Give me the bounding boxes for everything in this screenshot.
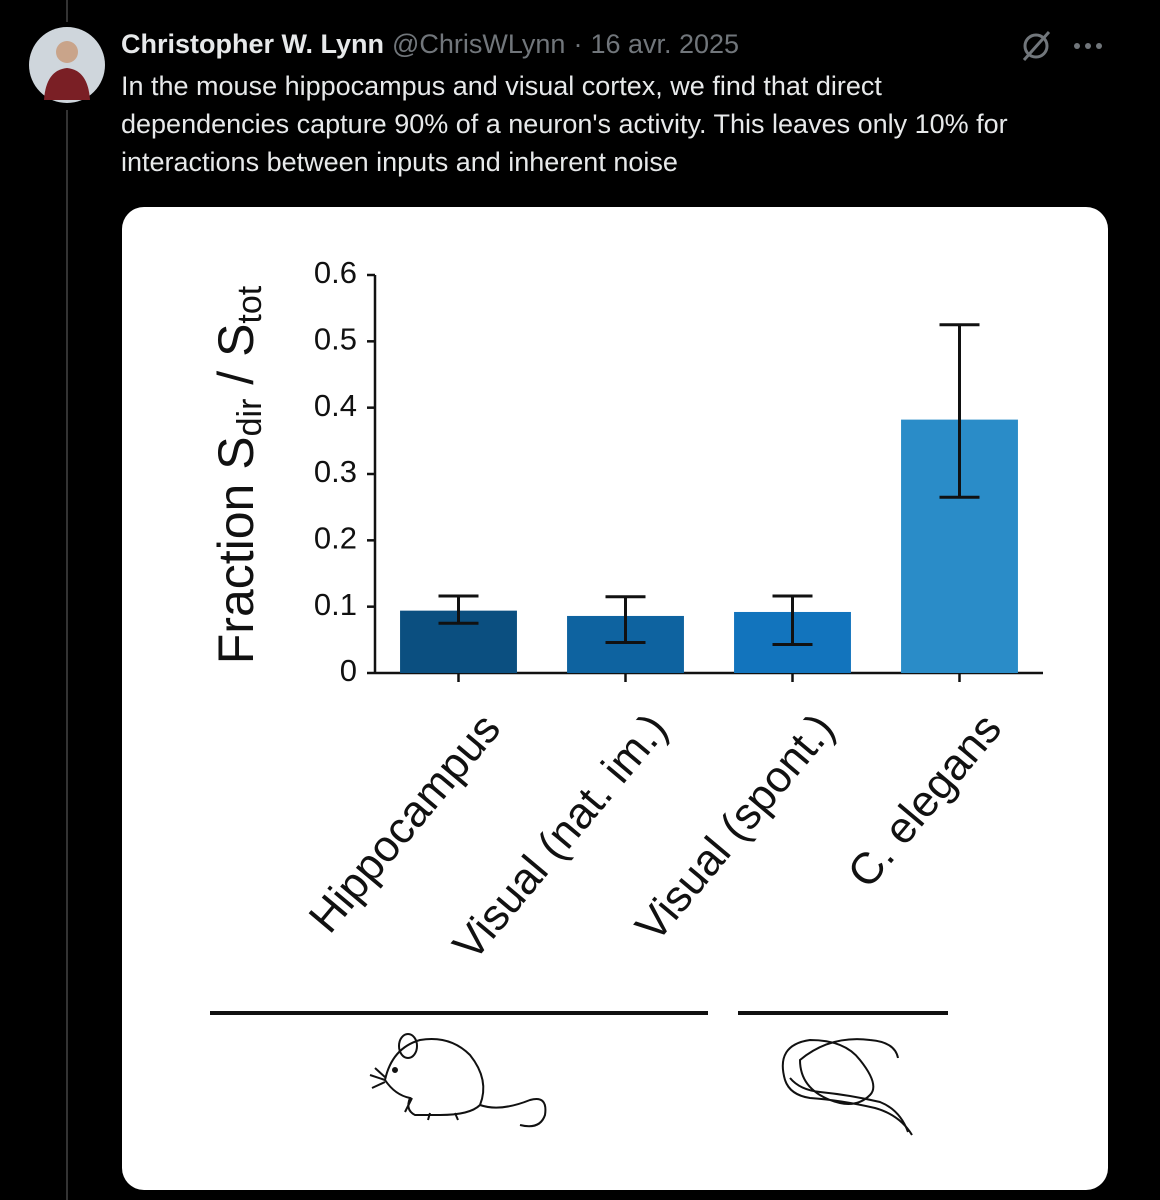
error-bar <box>772 594 813 646</box>
y-tick-label: 0 <box>340 653 357 688</box>
date[interactable]: 16 avr. 2025 <box>590 29 739 59</box>
image-card[interactable] <box>122 207 1108 1190</box>
y-tick-label: 0.5 <box>314 322 357 357</box>
y-axis-label-part: tot <box>231 285 269 323</box>
avatar-body <box>44 68 90 100</box>
author-name[interactable]: Christopher W. Lynn <box>121 29 384 59</box>
y-axis-label: Fraction Sdir / Stot <box>208 285 269 664</box>
y-tick-label: 0.3 <box>314 454 357 489</box>
y-axis-label-part: dir <box>231 399 269 437</box>
error-bar <box>605 595 646 644</box>
y-tick-label: 0.4 <box>314 388 357 423</box>
tweet-line: interactions between inputs and inherent… <box>121 147 678 177</box>
y-tick-label: 0.1 <box>314 587 357 622</box>
y-tick-label: 0.2 <box>314 521 357 556</box>
more-button[interactable] <box>1074 43 1102 49</box>
y-tick-label: 0.6 <box>314 255 357 290</box>
error-bar <box>939 323 980 499</box>
y-axis-label-part: / S <box>208 324 264 399</box>
mouse-icon <box>369 1033 547 1128</box>
worm-icon <box>781 1038 913 1136</box>
y-axis-label-part: Fraction S <box>208 436 264 664</box>
author-handle[interactable]: @ChrisWLynn <box>392 29 565 59</box>
tweet-text: In the mouse hippocampus and visual cort… <box>121 71 1008 177</box>
tweet-line: dependencies capture 90% of a neuron's a… <box>121 109 1008 139</box>
separator: · <box>573 29 582 59</box>
error-bar <box>438 594 479 625</box>
avatar-face <box>56 41 78 63</box>
tweet-line: In the mouse hippocampus and visual cort… <box>121 71 882 101</box>
grok-icon[interactable] <box>1022 31 1051 61</box>
